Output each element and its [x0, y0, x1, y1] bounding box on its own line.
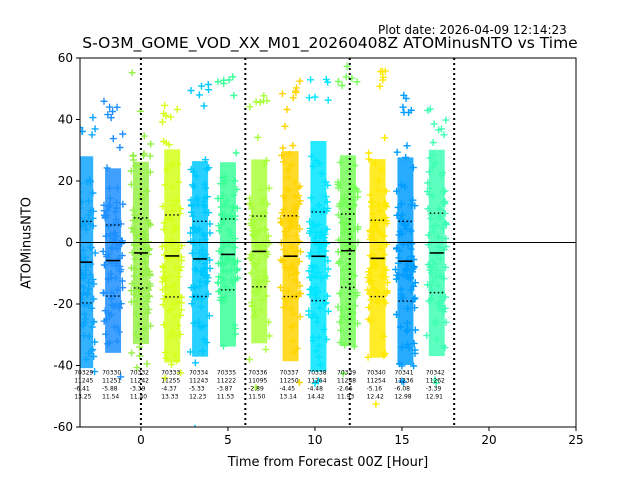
orbit-70329-markers	[80, 114, 99, 376]
orbit-70342-stat-0: 70342	[426, 370, 445, 377]
orbit-70332-stat-3: 11.40	[130, 394, 147, 401]
orbit-70342-stat-2: -3.39	[426, 386, 442, 393]
orbit-70341-stat-0: 70341	[394, 370, 413, 377]
orbit-70338-stat-3: 14.42	[307, 394, 324, 401]
orbit-70339-stat-1: 11248	[337, 378, 356, 385]
orbit-70336-stat-3: 11.50	[248, 394, 265, 401]
orbit-70335-stat-3: 11.53	[217, 394, 234, 401]
orbit-70338-markers	[305, 75, 332, 387]
x-tick-label-25: 25	[568, 433, 583, 447]
orbit-70333-stat-2: -4.37	[161, 386, 177, 393]
orbit-70335-markers	[214, 73, 242, 350]
orbit-70342-stat-3: 12.91	[426, 394, 443, 401]
orbit-70340-points	[364, 67, 391, 408]
y-axis-label: ATOMinusNTO	[19, 196, 35, 290]
orbit-70339-stat-2: -2.66	[337, 386, 353, 393]
orbit-70334-stat-3: 12.23	[189, 394, 206, 401]
x-tick-label-10: 10	[307, 433, 322, 447]
orbit-70330-markers	[99, 97, 127, 381]
orbit-70337-stat-0: 70337	[280, 370, 299, 377]
orbit-70333-markers	[158, 101, 186, 382]
orbit-70342-points	[423, 105, 450, 387]
plot-date: Plot date: 2026-04-09 12:14:23	[378, 23, 567, 37]
orbit-70330-stat-1: 11251	[102, 378, 121, 385]
orbit-70336-points	[246, 92, 273, 391]
orbit-70332-stat-2: -3.39	[130, 386, 146, 393]
orbit-70334-stat-0: 70334	[189, 370, 208, 377]
orbit-70341-stat-1: 11236	[394, 378, 413, 385]
orbit-70340-stat-0: 70340	[367, 370, 386, 377]
orbit-70332-markers	[127, 69, 155, 372]
orbit-70340-stat-3: 12.42	[367, 394, 384, 401]
orbit-70340-stat-1: 11254	[367, 378, 386, 385]
y-tick-label-60: 60	[58, 51, 73, 65]
orbit-70333-stat-1: 11255	[161, 378, 180, 385]
orbit-70339-points	[334, 62, 362, 377]
orbit-70340-stat-2: -5.16	[367, 386, 383, 393]
orbit-70339-stat-0: 70339	[337, 370, 356, 377]
orbit-70337-markers	[277, 77, 305, 386]
orbit-70335-stat-0: 70335	[217, 370, 236, 377]
orbit-70336-stat-0: 70336	[248, 370, 267, 377]
orbit-70341-stat-3: 12.98	[394, 394, 411, 401]
orbit-70330-points	[99, 97, 127, 381]
y-tick-label--20: -20	[53, 297, 73, 311]
orbit-70339-stat-3: 11.93	[337, 394, 354, 401]
x-tick-label-20: 20	[481, 433, 496, 447]
orbit-70334-stat-2: -5.33	[189, 386, 205, 393]
orbit-70336-markers	[246, 92, 273, 391]
orbit-70338-stat-0: 70338	[307, 370, 326, 377]
orbit-70332-stat-0: 70332	[130, 370, 149, 377]
orbit-70342-markers	[423, 105, 450, 387]
orbit-70341-stat-2: -6.08	[394, 386, 410, 393]
orbit-70334-markers	[186, 81, 214, 427]
orbit-70338-stat-1: 11264	[307, 378, 326, 385]
y-tick-label-40: 40	[58, 113, 73, 127]
y-tick-label--40: -40	[53, 359, 73, 373]
orbit-70341-points	[392, 91, 419, 386]
orbit-70337-points	[277, 77, 305, 386]
orbit-70330-stat-3: 11.54	[102, 394, 119, 401]
orbit-70335-stat-2: -3.87	[217, 386, 233, 393]
orbit-70342-stat-1: 11262	[426, 378, 445, 385]
x-axis-label: Time from Forecast 00Z [Hour]	[227, 455, 429, 470]
x-tick-label-5: 5	[224, 433, 232, 447]
orbit-70336-stat-2: -2.89	[248, 386, 264, 393]
orbit-70329-stat-0: 70329	[74, 370, 93, 377]
y-tick-label-0: 0	[65, 236, 73, 250]
orbit-70333-stat-0: 70333	[161, 370, 180, 377]
orbit-70336-stat-1: 11095	[248, 378, 267, 385]
orbit-70337-stat-1: 11250	[280, 378, 299, 385]
orbit-70335-stat-1: 11222	[217, 378, 236, 385]
orbit-70334-stat-1: 11243	[189, 378, 208, 385]
orbit-70341-markers	[392, 91, 419, 386]
orbit-70332-stat-1: 11242	[130, 378, 149, 385]
x-tick-label-0: 0	[137, 433, 145, 447]
orbit-70329-points	[80, 114, 99, 376]
data-points	[80, 62, 450, 427]
chart-title: S-O3M_GOME_VOD_XX_M01_20260408Z ATOMinus…	[82, 34, 578, 52]
orbit-70337-stat-2: -4.45	[280, 386, 296, 393]
orbit-70330-stat-0: 70330	[102, 370, 121, 377]
orbit-70329-stat-3: 13.25	[74, 394, 91, 401]
orbit-70338-points	[305, 75, 332, 387]
orbit-70329-stat-2: -6.41	[74, 386, 90, 393]
x-tick-label-15: 15	[394, 433, 409, 447]
orbit-70329-stat-1: 11245	[74, 378, 93, 385]
orbit-70333-stat-3: 13.33	[161, 394, 178, 401]
orbit-70338-stat-2: -4.48	[307, 386, 323, 393]
y-tick-label-20: 20	[58, 174, 73, 188]
orbit-70337-stat-3: 13.14	[280, 394, 297, 401]
orbit-70330-stat-2: -5.88	[102, 386, 118, 393]
y-tick-label--60: -60	[53, 420, 73, 434]
orbit-70340-markers	[364, 67, 391, 408]
orbit-70335-points	[214, 73, 242, 350]
